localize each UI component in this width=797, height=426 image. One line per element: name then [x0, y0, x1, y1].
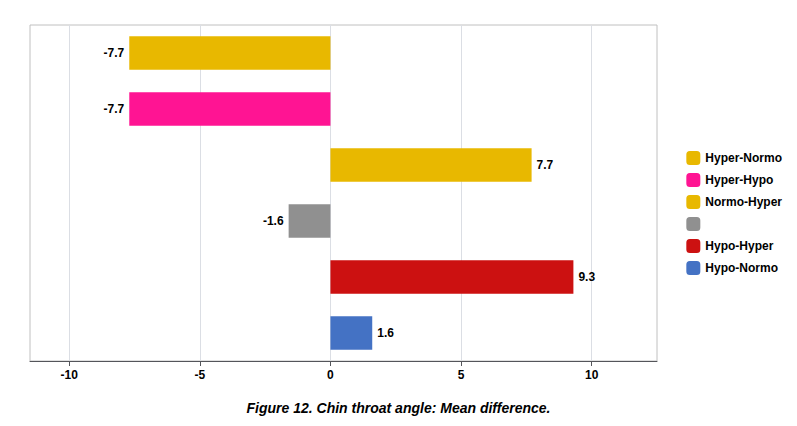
svg-text:-5: -5 — [194, 368, 205, 382]
svg-text:1.6: 1.6 — [377, 326, 394, 340]
svg-text:Hypo-Hyper: Hypo-Hyper — [705, 239, 773, 253]
svg-text:Figure 12. Chin throat angle:: Figure 12. Chin throat angle: Mean diffe… — [247, 400, 551, 416]
svg-text:-1.6: -1.6 — [263, 214, 284, 228]
svg-text:0: 0 — [327, 368, 334, 382]
svg-text:10: 10 — [585, 368, 599, 382]
svg-text:-7.7: -7.7 — [104, 102, 125, 116]
svg-text:Hypo-Normo: Hypo-Normo — [705, 261, 778, 275]
svg-text:Normo-Hyper: Normo-Hyper — [705, 195, 782, 209]
svg-text:Hyper-Normo: Hyper-Normo — [705, 151, 782, 165]
svg-text:5: 5 — [458, 368, 465, 382]
svg-text:Hyper-Hypo: Hyper-Hypo — [705, 173, 773, 187]
svg-text:7.7: 7.7 — [537, 158, 554, 172]
svg-text:-10: -10 — [61, 368, 79, 382]
svg-text:9.3: 9.3 — [578, 270, 595, 284]
svg-text:-7.7: -7.7 — [104, 46, 125, 60]
